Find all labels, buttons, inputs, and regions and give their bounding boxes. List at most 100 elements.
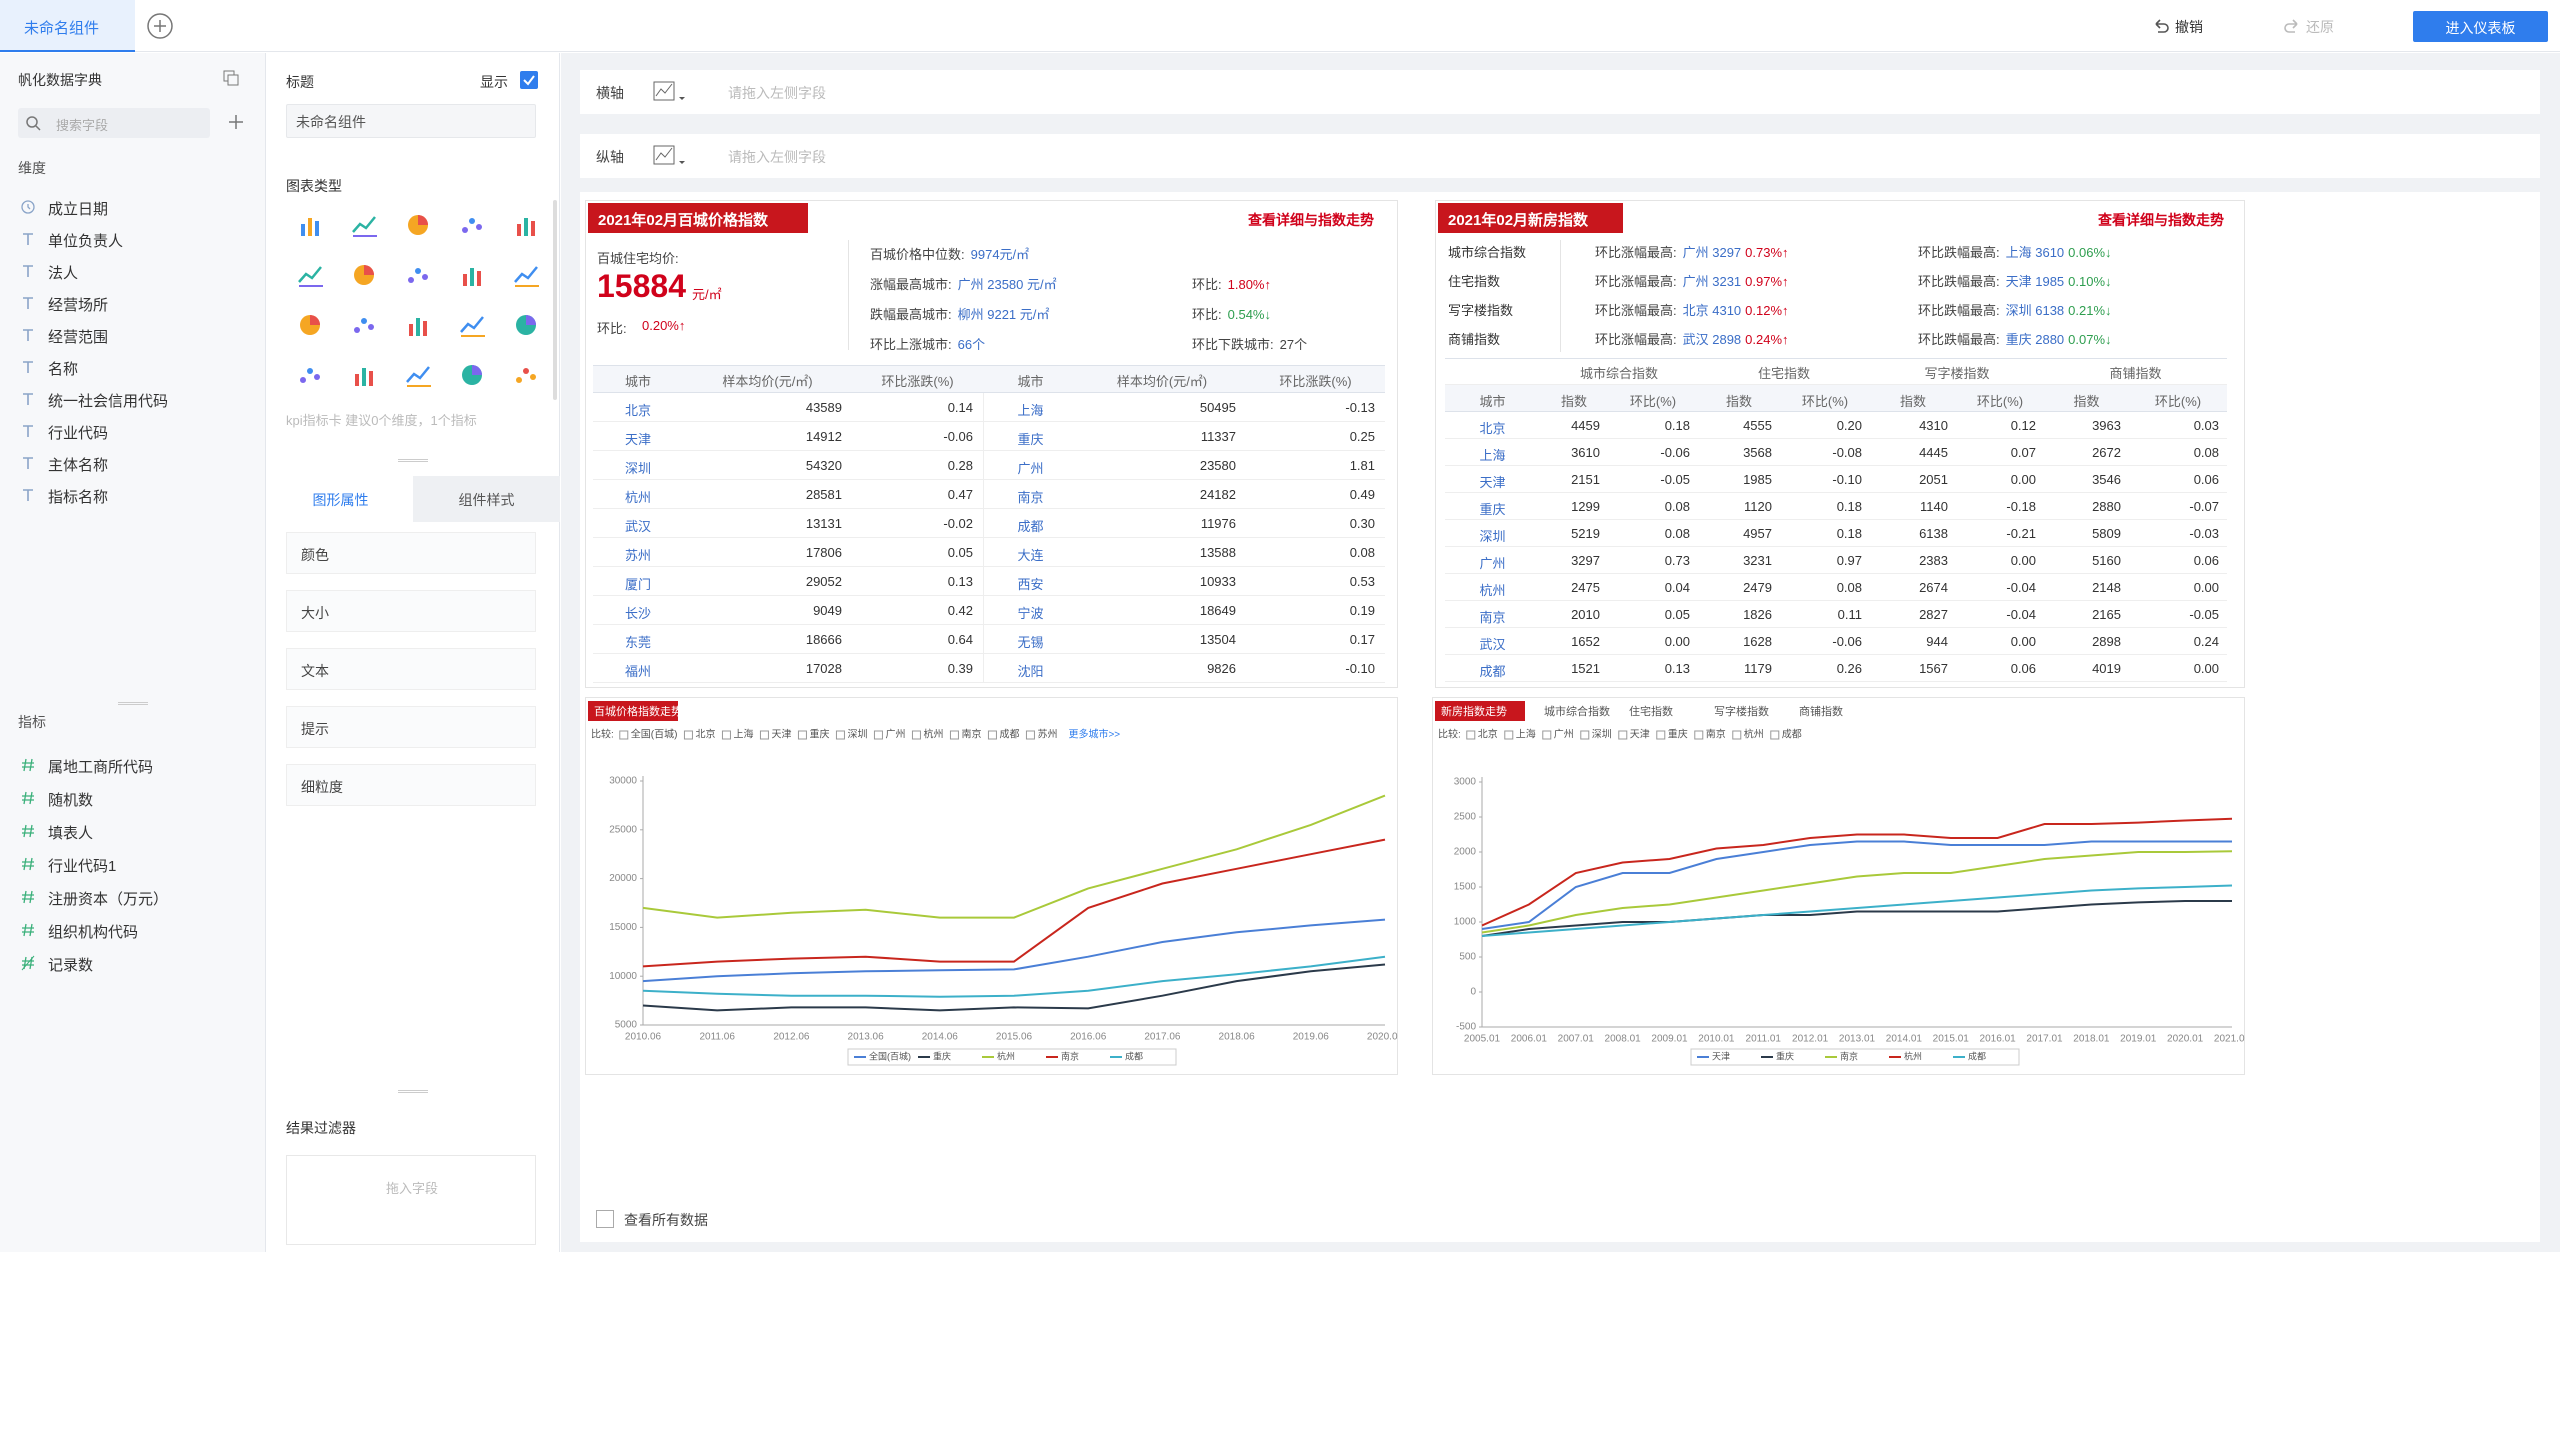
measure-field[interactable]: 记录数 — [48, 957, 94, 974]
compare-checkbox[interactable] — [683, 730, 693, 740]
compare-checkbox[interactable] — [619, 730, 629, 740]
measure-field[interactable]: 随机数 — [48, 792, 94, 809]
compare-checkbox[interactable] — [1025, 730, 1035, 740]
axis-type-icon[interactable] — [653, 145, 687, 167]
avg-label: 百城住宅均价: — [597, 251, 679, 266]
tab-active[interactable] — [0, 0, 135, 52]
chart-type-icon[interactable] — [405, 362, 431, 388]
chart-type-icon[interactable] — [351, 262, 377, 288]
column-divider — [983, 422, 984, 451]
chart-type-icon[interactable] — [459, 362, 485, 388]
compare-checkbox[interactable] — [873, 730, 883, 740]
compare-checkbox[interactable] — [1466, 730, 1476, 740]
property-tab[interactable]: 图形属性 — [267, 476, 414, 522]
show-title-checkbox[interactable] — [520, 71, 538, 89]
chart-type-icon[interactable] — [405, 312, 431, 338]
measure-field[interactable]: 注册资本（万元） — [48, 891, 169, 908]
measure-field[interactable]: 行业代码1 — [48, 858, 117, 875]
property-item[interactable]: 细粒度 — [286, 764, 536, 806]
chart-type-icon[interactable] — [513, 212, 539, 238]
property-item[interactable]: 颜色 — [286, 532, 536, 574]
chart-type-icon[interactable] — [297, 312, 323, 338]
chart-type-icon-part — [310, 315, 320, 325]
add-field-icon[interactable] — [228, 114, 244, 130]
chart-type-icon[interactable] — [459, 212, 485, 238]
chart-type-icon[interactable] — [297, 212, 323, 238]
compare-checkbox[interactable] — [1618, 730, 1628, 740]
compare-checkbox[interactable] — [911, 730, 921, 740]
chart-tab[interactable]: 城市综合指数 — [1544, 704, 1610, 718]
dimension-field[interactable]: 主体名称 — [48, 457, 109, 474]
field-type-icon-part — [23, 297, 33, 309]
compare-checkbox[interactable] — [987, 730, 997, 740]
table-cell: 43589 — [805, 400, 842, 415]
compare-option: 天津 — [771, 729, 791, 741]
chart-type-icon[interactable] — [513, 312, 539, 338]
field-type-icon-part — [22, 758, 34, 772]
measure-field[interactable]: 填表人 — [48, 825, 94, 842]
compare-checkbox[interactable] — [835, 730, 845, 740]
redo-button[interactable]: 还原 — [2306, 19, 2334, 35]
dimension-field[interactable]: 统一社会信用代码 — [48, 393, 169, 410]
series-line — [642, 918, 1386, 983]
more-link[interactable]: 更多城市>> — [1068, 728, 1120, 741]
table-cell: 0.18 — [1836, 526, 1862, 541]
filter-drop-zone[interactable]: 拖入字段 — [286, 1155, 536, 1245]
chart-type-icon[interactable] — [513, 362, 539, 388]
compare-checkbox[interactable] — [797, 730, 807, 740]
dimension-field[interactable]: 名称 — [48, 361, 79, 378]
property-item[interactable]: 提示 — [286, 706, 536, 748]
chart-tab[interactable]: 住宅指数 — [1629, 704, 1673, 718]
report-link[interactable]: 查看详细与指数走势 — [1248, 212, 1374, 228]
dimension-field[interactable]: 行业代码 — [48, 425, 109, 442]
compare-checkbox[interactable] — [1694, 730, 1704, 740]
measure-field[interactable]: 组织机构代码 — [48, 924, 139, 941]
axis-row[interactable] — [580, 70, 2540, 114]
chart-type-icon[interactable] — [405, 212, 431, 238]
chart-tab[interactable]: 商铺指数 — [1799, 704, 1843, 718]
compare-checkbox[interactable] — [759, 730, 769, 740]
dimension-field[interactable]: 成立日期 — [48, 201, 109, 218]
chart-type-icon[interactable] — [459, 312, 485, 338]
property-tab[interactable]: 组件样式 — [413, 476, 560, 522]
chart-type-icon-part — [369, 371, 373, 386]
dimension-field[interactable]: 经营场所 — [48, 297, 109, 314]
enter-dashboard-button[interactable]: 进入仪表板 — [2413, 11, 2548, 42]
chart-tab[interactable]: 写字楼指数 — [1714, 704, 1769, 718]
summary-label: 环比跌幅最高: — [1918, 274, 2000, 289]
report-link[interactable]: 查看详细与指数走势 — [2098, 212, 2224, 228]
compare-checkbox[interactable] — [1504, 730, 1514, 740]
axis-type-icon[interactable] — [653, 81, 687, 103]
chart-type-icon[interactable] — [405, 262, 431, 288]
chart-type-icon[interactable] — [459, 262, 485, 288]
chart-type-icon[interactable] — [351, 362, 377, 388]
compare-checkbox[interactable] — [1580, 730, 1590, 740]
chart-type-icon[interactable] — [351, 212, 377, 238]
undo-button[interactable]: 撤销 — [2175, 19, 2203, 35]
search-box[interactable] — [18, 108, 210, 138]
axis-row[interactable] — [580, 134, 2540, 178]
compare-checkbox[interactable] — [1770, 730, 1780, 740]
show-all-checkbox[interactable] — [596, 1210, 614, 1228]
property-item[interactable]: 大小 — [286, 590, 536, 632]
table-cell: 0.39 — [947, 661, 973, 676]
compare-option: 深圳 — [847, 729, 867, 741]
compare-checkbox[interactable] — [1656, 730, 1666, 740]
dimension-field[interactable]: 指标名称 — [48, 489, 109, 506]
title-input[interactable] — [286, 104, 536, 138]
add-tab-icon[interactable] — [146, 12, 174, 40]
chart-type-icon[interactable] — [351, 312, 377, 338]
property-item[interactable]: 文本 — [286, 648, 536, 690]
dimension-field[interactable]: 经营范围 — [48, 329, 109, 346]
measure-field[interactable]: 属地工商所代码 — [48, 759, 154, 776]
chart-type-icon[interactable] — [297, 262, 323, 288]
compare-checkbox[interactable] — [1542, 730, 1552, 740]
compare-checkbox[interactable] — [1732, 730, 1742, 740]
compare-checkbox[interactable] — [721, 730, 731, 740]
table-row — [593, 509, 1385, 538]
chart-type-icon[interactable] — [297, 362, 323, 388]
dimension-field[interactable]: 法人 — [48, 265, 79, 282]
dimension-field[interactable]: 单位负责人 — [48, 233, 124, 250]
chart-type-icon[interactable] — [513, 262, 539, 288]
compare-checkbox[interactable] — [949, 730, 959, 740]
